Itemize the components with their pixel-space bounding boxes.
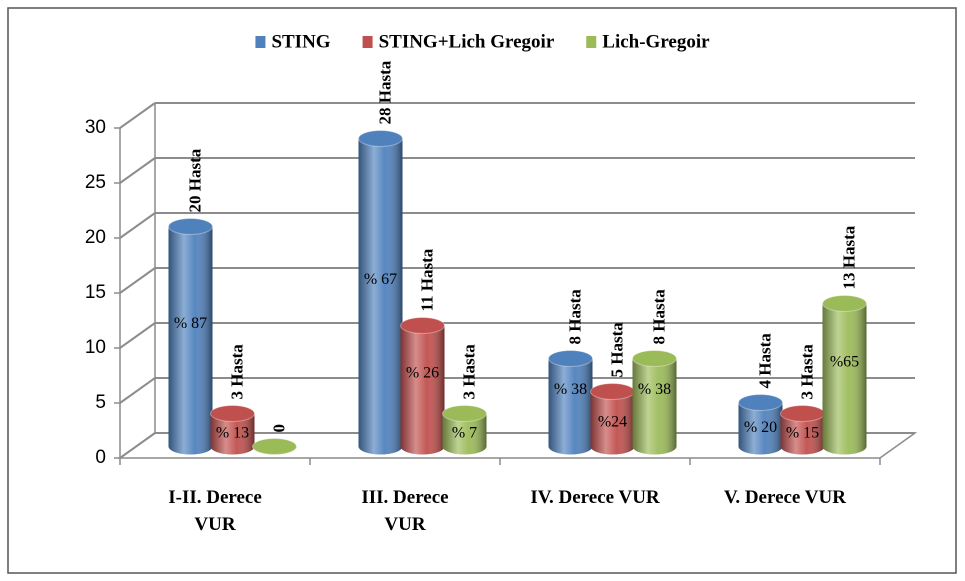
bar bbox=[358, 130, 403, 455]
percent-label: % 38 bbox=[554, 381, 587, 398]
legend-swatch bbox=[362, 36, 373, 48]
bar-shade bbox=[590, 391, 635, 455]
bar bbox=[210, 405, 255, 455]
percent-label: % 13 bbox=[216, 425, 249, 442]
bar bbox=[168, 218, 213, 455]
bar-top bbox=[822, 295, 867, 312]
data-label: 3 Hasta bbox=[227, 344, 246, 400]
percent-label: % 20 bbox=[744, 419, 777, 436]
legend-swatch bbox=[586, 36, 597, 48]
bar-top bbox=[400, 317, 445, 334]
bar-top bbox=[358, 130, 403, 147]
legend-swatch bbox=[255, 36, 266, 48]
bar-shade bbox=[548, 358, 593, 455]
data-label: 8 Hasta bbox=[565, 289, 584, 345]
bar bbox=[442, 405, 487, 455]
legend-label: STING bbox=[271, 31, 330, 52]
x-tick-label: III. Derece VUR bbox=[361, 487, 449, 535]
data-label: 0 bbox=[269, 424, 288, 433]
legend-label: Lich-Gregoir bbox=[602, 31, 710, 52]
floor bbox=[117, 432, 918, 459]
bar-shade bbox=[738, 402, 783, 455]
bar-top bbox=[168, 218, 213, 235]
percent-label: % 38 bbox=[638, 381, 671, 398]
bar-top bbox=[738, 394, 783, 411]
percent-label: % 15 bbox=[786, 425, 819, 442]
x-tick-label: V. Derece VUR bbox=[724, 487, 846, 508]
bar-top bbox=[442, 405, 487, 422]
percent-label: % 26 bbox=[406, 365, 439, 382]
bar bbox=[548, 350, 593, 455]
percent-label: % 87 bbox=[174, 315, 207, 332]
grid-line-side bbox=[119, 212, 156, 239]
bar-shade bbox=[822, 303, 867, 455]
bar-shade bbox=[400, 325, 445, 455]
bar-top bbox=[780, 405, 825, 422]
data-label: 3 Hasta bbox=[797, 344, 816, 400]
grid-line-side bbox=[119, 267, 156, 294]
percent-label: %65 bbox=[830, 354, 859, 371]
y-tick-label: 20 bbox=[85, 227, 106, 248]
data-label: 13 Hasta bbox=[839, 225, 858, 289]
data-label: 8 Hasta bbox=[649, 289, 668, 345]
bar-shade bbox=[632, 358, 677, 455]
data-label: 20 Hasta bbox=[185, 148, 204, 212]
grid-line-side bbox=[119, 377, 156, 404]
bar bbox=[252, 438, 297, 455]
legend: STING STING+Lich Gregoir Lich-Gregoir bbox=[255, 31, 710, 52]
bar-shade bbox=[210, 413, 255, 455]
y-tick-label: 0 bbox=[95, 447, 106, 468]
y-tick-label: 25 bbox=[85, 172, 106, 193]
data-label: 4 Hasta bbox=[755, 333, 774, 389]
y-tick-label: 10 bbox=[85, 337, 106, 358]
bar-top bbox=[632, 350, 677, 367]
bar-shade bbox=[780, 413, 825, 455]
x-tick-label: IV. Derece VUR bbox=[530, 487, 660, 508]
x-tick-label: I-II. Derece VUR bbox=[168, 487, 262, 535]
bar-shade bbox=[168, 226, 213, 455]
bar-shade bbox=[358, 138, 403, 455]
percent-label: % 67 bbox=[364, 271, 397, 288]
data-label: 28 Hasta bbox=[375, 60, 394, 124]
percent-label: %24 bbox=[598, 414, 627, 431]
y-tick-label: 15 bbox=[85, 282, 106, 303]
data-label: 11 Hasta bbox=[417, 248, 436, 311]
legend-label: STING+Lich Gregoir bbox=[379, 31, 555, 52]
bar-top bbox=[252, 438, 297, 455]
grid-line-side bbox=[119, 157, 156, 184]
y-tick-label: 5 bbox=[95, 392, 106, 413]
bar-top bbox=[548, 350, 593, 367]
bar-top bbox=[590, 383, 635, 400]
bar bbox=[738, 394, 783, 455]
percent-label: % 7 bbox=[452, 425, 477, 442]
bar-top bbox=[210, 405, 255, 422]
bar bbox=[780, 405, 825, 455]
y-tick-label: 30 bbox=[85, 117, 106, 138]
bar bbox=[400, 317, 445, 455]
bar bbox=[590, 383, 635, 455]
bar bbox=[822, 295, 867, 455]
grid-line-side bbox=[119, 322, 156, 349]
grid-line-side bbox=[119, 102, 156, 129]
data-label: 3 Hasta bbox=[459, 344, 478, 400]
data-label: 5 Hasta bbox=[607, 322, 626, 378]
bar-shade bbox=[442, 413, 487, 455]
bar bbox=[632, 350, 677, 455]
